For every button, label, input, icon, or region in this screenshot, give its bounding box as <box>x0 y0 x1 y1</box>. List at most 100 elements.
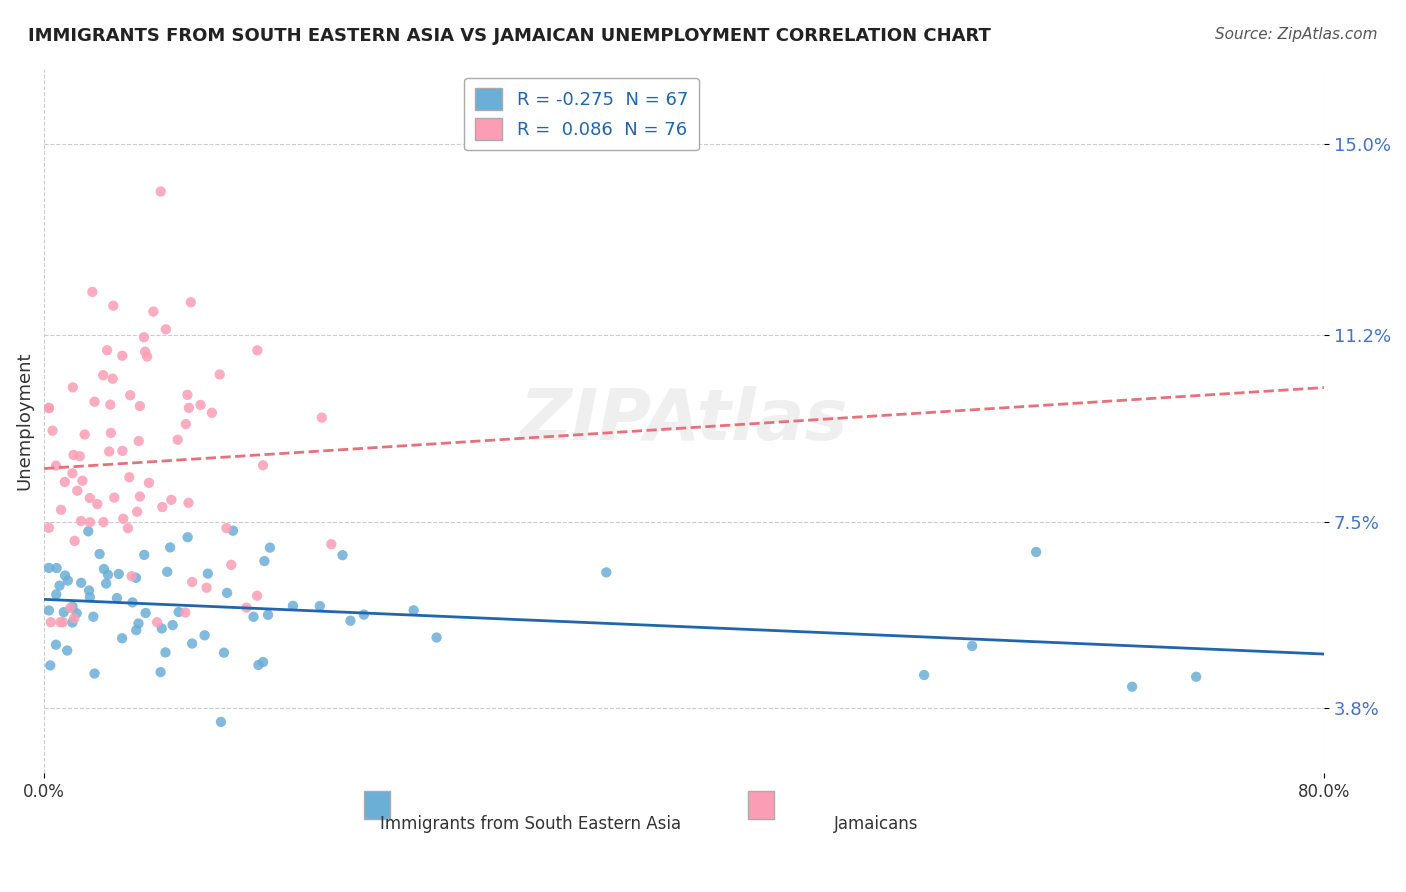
Point <box>167 605 190 619</box>
Point <box>156 565 179 579</box>
Point <box>111 349 134 363</box>
Point <box>426 631 449 645</box>
Point <box>111 443 134 458</box>
Point <box>339 614 361 628</box>
Point <box>53 475 76 489</box>
Point <box>52 605 75 619</box>
Point <box>242 609 264 624</box>
Point <box>118 470 141 484</box>
Point <box>107 566 129 581</box>
Point <box>155 322 177 336</box>
Point <box>72 474 94 488</box>
Point <box>45 638 67 652</box>
Point <box>93 515 115 529</box>
Point <box>62 599 84 614</box>
Point <box>281 599 304 613</box>
Text: Immigrants from South Eastern Asia: Immigrants from South Eastern Asia <box>380 815 681 833</box>
Y-axis label: Unemployment: Unemployment <box>15 351 32 490</box>
Point <box>38 401 60 415</box>
Point <box>86 497 108 511</box>
Point <box>138 475 160 490</box>
Point <box>38 603 60 617</box>
Point <box>38 521 60 535</box>
Point <box>176 388 198 402</box>
Point <box>56 574 79 588</box>
Point <box>93 562 115 576</box>
Point <box>62 380 84 394</box>
Point <box>96 343 118 358</box>
Point <box>311 410 333 425</box>
Point <box>253 554 276 568</box>
Point <box>149 185 172 199</box>
Point <box>197 566 219 581</box>
Point <box>1025 545 1047 559</box>
Point <box>135 606 157 620</box>
Point <box>105 591 128 605</box>
Point <box>155 645 177 659</box>
Point <box>960 639 983 653</box>
Point <box>142 304 165 318</box>
Point <box>134 548 156 562</box>
Point <box>38 401 60 415</box>
Point <box>128 616 150 631</box>
Point <box>595 566 617 580</box>
Point <box>79 491 101 505</box>
Point <box>53 568 76 582</box>
Point <box>159 541 181 555</box>
Point <box>59 600 82 615</box>
Point <box>201 406 224 420</box>
Point <box>120 388 142 402</box>
Point <box>149 665 172 679</box>
Point <box>402 603 425 617</box>
Point <box>98 398 121 412</box>
Point <box>134 344 156 359</box>
Point <box>121 595 143 609</box>
Point <box>150 500 173 514</box>
Point <box>82 609 104 624</box>
Point <box>41 424 63 438</box>
Point <box>128 434 150 448</box>
Point <box>39 615 62 630</box>
Point <box>332 548 354 562</box>
Point <box>321 537 343 551</box>
Point <box>246 589 269 603</box>
Point <box>177 496 200 510</box>
Legend: R = -0.275  N = 67, R =  0.086  N = 76: R = -0.275 N = 67, R = 0.086 N = 76 <box>464 78 699 151</box>
Point <box>111 632 134 646</box>
Point <box>49 503 72 517</box>
Point <box>96 576 118 591</box>
Text: Source: ZipAtlas.com: Source: ZipAtlas.com <box>1215 27 1378 42</box>
Point <box>45 587 67 601</box>
Point <box>1185 670 1208 684</box>
Point <box>117 521 139 535</box>
Point <box>82 285 104 299</box>
Point <box>160 492 183 507</box>
Point <box>222 524 245 538</box>
Point <box>121 569 143 583</box>
Point <box>195 581 218 595</box>
Point <box>1121 680 1143 694</box>
Point <box>181 636 204 650</box>
Point <box>83 666 105 681</box>
Point <box>246 343 269 358</box>
Point <box>181 575 204 590</box>
Point <box>128 399 150 413</box>
Point <box>83 394 105 409</box>
Point <box>70 514 93 528</box>
Point <box>162 618 184 632</box>
Point <box>91 368 114 383</box>
Point <box>98 444 121 458</box>
Point <box>66 483 89 498</box>
Point <box>174 417 197 431</box>
Point <box>103 299 125 313</box>
Point <box>77 583 100 598</box>
Point <box>212 646 235 660</box>
Point <box>252 458 274 473</box>
Point <box>125 571 148 585</box>
Point <box>56 643 79 657</box>
Point <box>125 624 148 638</box>
Point <box>146 615 169 630</box>
Point <box>174 606 197 620</box>
Text: Jamaicans: Jamaicans <box>834 815 918 833</box>
Text: IMMIGRANTS FROM SOUTH EASTERN ASIA VS JAMAICAN UNEMPLOYMENT CORRELATION CHART: IMMIGRANTS FROM SOUTH EASTERN ASIA VS JA… <box>28 27 991 45</box>
